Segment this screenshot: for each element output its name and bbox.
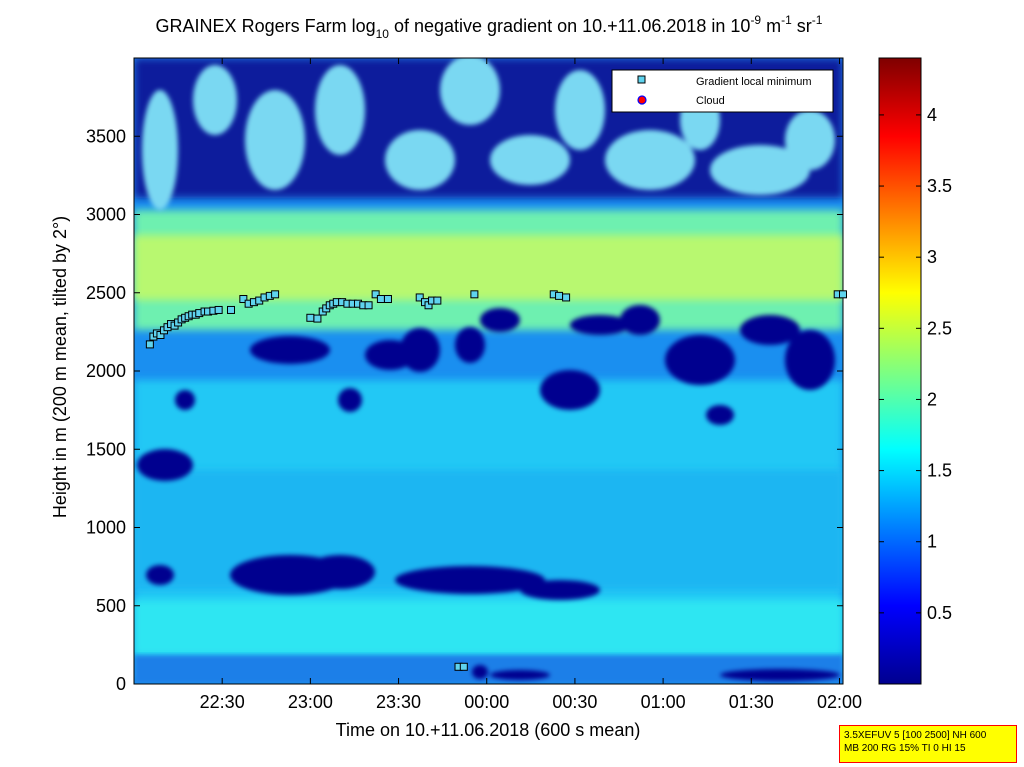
y-tick-label: 2000: [86, 361, 126, 381]
parameter-line-2: MB 200 RG 15% TI 0 HI 15: [844, 743, 966, 754]
y-tick-label: 3500: [86, 126, 126, 146]
legend-circle-icon: [637, 95, 647, 105]
heatmap-field: [134, 58, 843, 684]
colorbar-tick-label: 2: [927, 389, 937, 409]
gradient-minimum-point: [470, 290, 479, 299]
x-tick-label: 23:00: [288, 692, 333, 712]
colorbar-tick-label: 2.5: [927, 318, 952, 338]
y-tick-label: 3000: [86, 205, 126, 225]
gradient-minimum-point: [433, 296, 442, 305]
gradient-minimum-point: [376, 295, 385, 304]
y-tick-label: 1000: [86, 518, 126, 538]
x-tick-label: 22:30: [200, 692, 245, 712]
x-tick-label: 00:00: [464, 692, 509, 712]
legend-label-gradient: Gradient local minimum: [696, 76, 812, 88]
chart-title: GRAINEX Rogers Farm log10 of negative gr…: [156, 13, 823, 41]
x-tick-label: 00:30: [552, 692, 597, 712]
colorbar-tick-label: 1.5: [927, 461, 952, 481]
parameter-line-1: 3.5XEFUV 5 [100 2500] NH 600: [844, 730, 987, 741]
y-axis: 0 500 1000 1500 2000 2500 3000 3500: [86, 126, 843, 694]
colorbar: 0.5 1 1.5 2 2.5 3 3.5 4: [878, 57, 952, 685]
gradient-minimum-point: [371, 290, 380, 299]
x-tick-label: 23:30: [376, 692, 421, 712]
y-tick-label: 500: [96, 596, 126, 616]
x-tick-label: 02:00: [817, 692, 862, 712]
gradient-minimum-point: [415, 293, 424, 302]
gradient-minimum-point: [562, 293, 571, 302]
gradient-minimum-point: [555, 291, 564, 300]
y-axis-label: Height in m (200 m mean, tilted by 2°): [50, 216, 70, 518]
y-tick-label: 2500: [86, 283, 126, 303]
gradient-minimum-point: [271, 290, 280, 299]
legend: Gradient local minimum Cloud: [611, 69, 834, 113]
gradient-minimum-point: [306, 313, 315, 322]
gradient-minimum-point: [145, 340, 154, 349]
colorbar-tick-label: 3.5: [927, 176, 952, 196]
colorbar-tick-label: 0.5: [927, 603, 952, 623]
parameter-box: 3.5XEFUV 5 [100 2500] NH 600 MB 200 RG 1…: [839, 725, 1017, 763]
gradient-minimum-point: [364, 301, 373, 310]
legend-label-cloud: Cloud: [696, 95, 725, 107]
x-axis: 22:30 23:00 23:30 00:00 00:30 01:00 01:30 02:00: [200, 58, 862, 712]
gradient-minimum-point: [239, 295, 248, 304]
y-tick-label: 1500: [86, 439, 126, 459]
gradient-minimum-point: [214, 305, 223, 314]
x-tick-label: 01:00: [641, 692, 686, 712]
gradient-minimum-point: [227, 305, 236, 314]
x-axis-label: Time on 10.+11.06.2018 (600 s mean): [336, 720, 641, 740]
gradient-minimum-point: [459, 662, 468, 671]
colorbar-tick-label: 4: [927, 105, 937, 125]
gradient-minimum-point: [383, 295, 392, 304]
gradient-minimum-markers: [145, 290, 847, 671]
x-tick-label: 01:30: [729, 692, 774, 712]
colorbar-tick-label: 1: [927, 532, 937, 552]
gradient-minimum-point: [313, 314, 322, 323]
legend-square-icon: [637, 75, 646, 84]
y-tick-label: 0: [116, 674, 126, 694]
colorbar-tick-label: 3: [927, 247, 937, 267]
gradient-minimum-point: [839, 290, 847, 299]
